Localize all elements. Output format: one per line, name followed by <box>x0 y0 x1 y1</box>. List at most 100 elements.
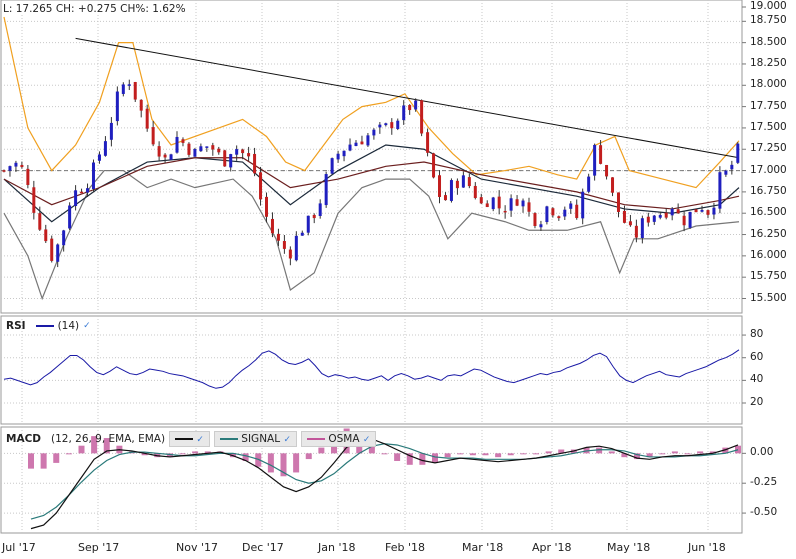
candle-body <box>26 168 30 185</box>
osma-bar <box>709 451 716 454</box>
x-tick-label: Sep '17 <box>78 541 120 554</box>
candle-body <box>109 122 113 140</box>
candle-body <box>736 143 740 163</box>
candle-body <box>121 84 125 94</box>
y-tick-label: 15.750 <box>750 270 787 283</box>
candle-body <box>360 141 364 145</box>
candle-body <box>527 202 531 212</box>
osma-bar <box>78 445 85 454</box>
rsi-settings-icon[interactable]: ✓ <box>83 321 91 331</box>
y-tick-label: 17.500 <box>750 120 787 133</box>
candle-body <box>324 174 328 206</box>
candle-body <box>115 91 119 122</box>
candle-body <box>485 203 489 208</box>
osma-bar <box>166 453 173 458</box>
macd-check-icon: ✓ <box>196 435 204 445</box>
osma-bar <box>242 453 249 461</box>
y-tick-label: 20 <box>750 396 764 408</box>
candle-body <box>127 84 131 86</box>
candle-body <box>276 233 280 241</box>
candle-body <box>318 203 322 216</box>
candle-body <box>611 177 615 193</box>
candle-body <box>628 221 632 226</box>
x-tick-label: Apr '18 <box>532 541 572 554</box>
candle-body <box>616 192 620 212</box>
osma-bar <box>533 453 539 455</box>
candle-body <box>515 199 519 206</box>
x-tick-label: Jun '18 <box>688 541 726 554</box>
candle-body <box>223 150 227 167</box>
change-pct-readout: CH%: 1.62% <box>120 3 186 15</box>
candle-body <box>336 153 340 160</box>
osma-bar <box>179 453 186 455</box>
osma-bar <box>634 453 640 460</box>
y-tick-label: 19.000 <box>750 0 787 12</box>
candle-body <box>288 249 292 259</box>
osma-bar <box>697 451 704 454</box>
candle-body <box>44 229 48 242</box>
candle-body <box>247 153 251 157</box>
osma-bar <box>91 436 98 454</box>
osma-bar <box>520 453 527 455</box>
candle-body <box>151 127 155 145</box>
signal-check-icon: ✓ <box>283 435 291 445</box>
moving-average-fast <box>3 144 740 223</box>
x-tick-label: Jan '18 <box>318 541 356 554</box>
candle-body <box>402 105 406 121</box>
candle-body <box>199 146 203 152</box>
y-tick-label: 18.000 <box>750 78 787 91</box>
candle-body <box>605 164 609 177</box>
rsi-line <box>3 349 740 389</box>
candle-body <box>587 176 591 192</box>
osma-bar <box>507 453 514 456</box>
osma-bar <box>255 453 262 467</box>
candle-body <box>706 210 710 215</box>
candle-body <box>634 225 638 238</box>
candle-body <box>20 164 24 168</box>
osma-bar <box>621 453 628 458</box>
y-tick-label: 16.500 <box>750 206 787 219</box>
x-tick-label: May '18 <box>607 541 651 554</box>
signal-tag[interactable]: SIGNAL ✓ <box>213 431 297 447</box>
candle-body <box>56 244 60 262</box>
osma-tag[interactable]: OSMA ✓ <box>300 431 377 447</box>
candle-body <box>694 209 698 213</box>
candle-body <box>664 212 668 218</box>
candle-body <box>497 196 501 209</box>
macd-line-swatch <box>175 438 194 440</box>
x-tick-label: Jul '17 <box>2 541 36 554</box>
candle-body <box>509 198 513 211</box>
candle-body <box>14 162 18 167</box>
x-tick-label: Feb '18 <box>385 541 425 554</box>
candle-body <box>652 215 656 222</box>
macd-line-tag[interactable]: ✓ <box>169 431 210 447</box>
candle-body <box>139 99 143 111</box>
trendline <box>75 37 740 159</box>
y-tick-label: 17.000 <box>750 163 787 176</box>
candle-body <box>688 211 692 228</box>
candle-body <box>253 153 257 174</box>
moving-average-slow <box>3 157 740 210</box>
candle-body <box>270 218 274 234</box>
candle-body <box>86 188 90 193</box>
osma-bar <box>293 453 300 473</box>
candle-body <box>593 144 597 176</box>
candle-body <box>408 105 412 111</box>
candle-body <box>181 139 185 143</box>
osma-bar <box>368 441 375 454</box>
candle-body <box>145 108 149 129</box>
candle-body <box>68 205 72 229</box>
y-tick-label: 16.000 <box>750 248 787 261</box>
candle-body <box>259 172 263 200</box>
candle-body <box>169 154 173 160</box>
candle-body <box>557 216 561 219</box>
osma-bar <box>457 453 464 455</box>
y-tick-label: 15.500 <box>750 291 787 304</box>
osma-bar <box>684 453 691 455</box>
candle-body <box>420 100 424 134</box>
candle-body <box>133 81 137 100</box>
candle-body <box>163 154 167 158</box>
osma-swatch <box>306 438 325 440</box>
osma-bar <box>280 453 287 477</box>
osma-bar <box>419 453 426 465</box>
